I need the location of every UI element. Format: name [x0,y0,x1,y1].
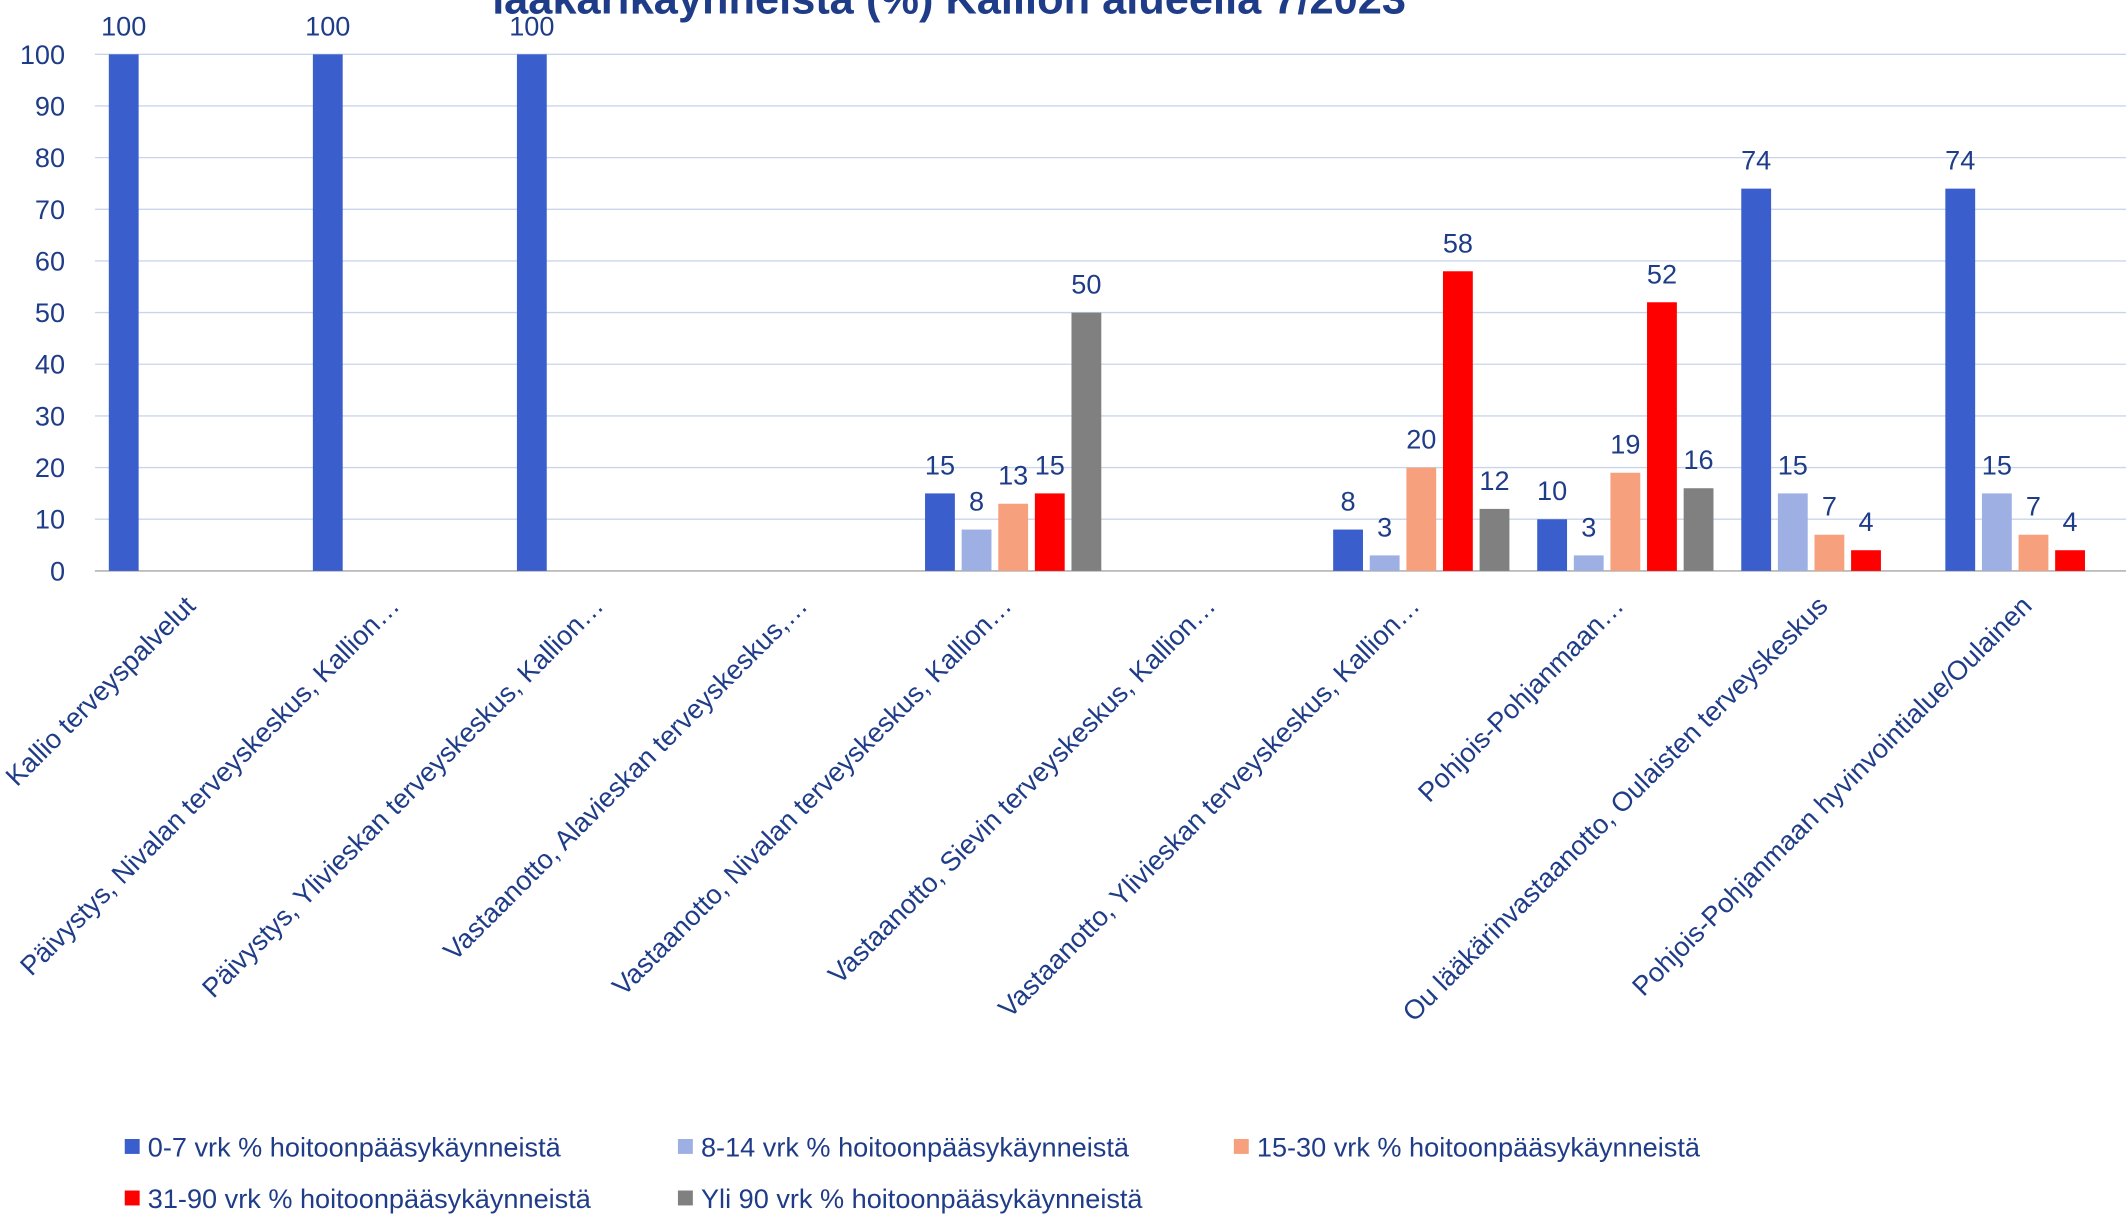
value-label: 100 [509,10,554,41]
x-tick-label: Päivystys, Nivalan terveyskeskus, Kallio… [14,590,406,982]
y-tick-label: 80 [35,142,65,173]
bar [1333,529,1363,571]
x-tick-label: Vastaanotto, Ylivieskan terveyskeskus, K… [992,590,1426,1024]
legend-swatch [1233,1139,1249,1154]
value-label: 52 [1647,258,1677,289]
bar [108,54,139,571]
x-tick-label: Vastaanotto, Sievin terveyskeskus, Kalli… [822,590,1222,990]
value-label: 58 [1443,227,1473,258]
y-tick-label: 0 [50,555,65,586]
legend-label: Yli 90 vrk % hoitoonpääsykäynneistä [701,1183,1143,1214]
value-label: 20 [1406,424,1436,455]
y-tick-label: 90 [35,90,65,121]
legend-swatch [677,1190,693,1206]
bar [1442,271,1473,571]
y-tick-label: 50 [35,297,65,328]
value-label: 12 [1479,465,1509,496]
value-label: 3 [1377,511,1392,542]
y-tick-label: 60 [35,245,65,276]
bar [1573,555,1604,571]
x-tick-label: Ou lääkärinvastaanotto, Oulaisten tervey… [1396,590,1833,1027]
legend-swatch [677,1139,693,1154]
value-label: 16 [1683,444,1713,475]
y-tick-label: 70 [35,194,65,225]
value-label: 4 [2063,506,2078,537]
bar [1814,534,1845,571]
value-label: 15 [1035,449,1065,480]
y-tick-label: 10 [35,504,65,535]
x-tick-label: Vastaanotto, Nivalan terveyskeskus, Kall… [606,590,1018,1002]
x-tick-label: Vastaanotto, Alavieskan terveyskeskus,… [437,590,813,966]
y-tick-label: 30 [35,400,65,431]
value-label: 100 [101,10,146,41]
bar [998,503,1029,571]
value-label: 15 [925,449,955,480]
value-label: 4 [1858,506,1873,537]
bar [1981,493,2012,571]
value-label: 15 [1982,449,2012,480]
bar [961,529,992,571]
bar [1610,472,1641,571]
y-tick-label: 100 [20,39,65,70]
value-label: 10 [1537,475,1567,506]
bar [1071,312,1102,571]
bar [1741,188,1772,571]
x-tick-label: Pohjois-Pohjanmaan hyvinvointialue/Oulai… [1626,590,2038,1002]
bar [1647,302,1677,571]
value-label: 8 [1341,486,1356,517]
bar [1683,488,1714,571]
value-label: 7 [1822,491,1837,522]
bar [925,493,955,571]
y-tick-label: 20 [35,452,65,483]
bar [1034,493,1065,571]
value-label: 19 [1610,429,1640,460]
bar [2018,534,2049,571]
value-label: 3 [1581,511,1596,542]
value-label: 15 [1778,449,1808,480]
bar [1537,519,1568,571]
legend-swatch [124,1139,140,1154]
x-tick-label: Pohjois-Pohjanmaan… [1412,590,1630,808]
chart-title: lääkärikäynneistä (%) Kallion alueella 7… [492,0,1406,24]
legend-label: 8-14 vrk % hoitoonpääsykäynneistä [701,1132,1130,1163]
bar [1369,555,1400,571]
bar [516,54,547,571]
bar [1777,493,1808,571]
y-tick-label: 40 [35,349,65,380]
bar [1479,508,1510,571]
value-label: 74 [1741,145,1771,176]
legend-label: 0-7 vrk % hoitoonpääsykäynneistä [148,1132,562,1163]
value-label: 50 [1071,269,1101,300]
bar [2055,550,2085,571]
value-label: 13 [998,460,1028,491]
bar [1851,550,1881,571]
legend-label: 15-30 vrk % hoitoonpääsykäynneistä [1257,1132,1701,1163]
x-tick-label: Päivystys, Ylivieskan terveyskeskus, Kal… [196,590,610,1004]
bar [1945,188,1976,571]
value-label: 7 [2026,491,2041,522]
x-tick-label: Kallio terveyspalvelut [0,589,202,791]
bar [1406,467,1437,571]
bar [312,54,343,571]
value-label: 8 [969,486,984,517]
value-label: 100 [305,10,350,41]
legend-label: 31-90 vrk % hoitoonpääsykäynneistä [148,1183,592,1214]
legend-swatch [124,1190,140,1206]
value-label: 74 [1945,145,1975,176]
